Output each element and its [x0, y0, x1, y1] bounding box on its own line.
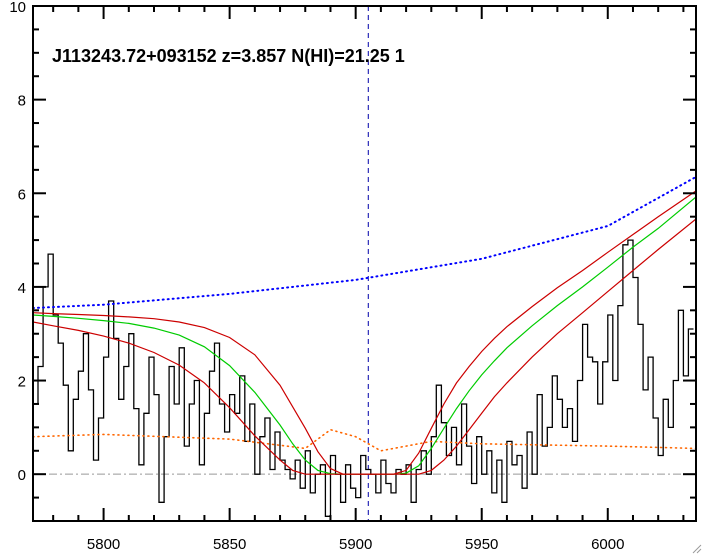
series-model-upper [33, 190, 696, 475]
resize-grip-icon[interactable] [690, 542, 702, 554]
y-tick-label: 4 [18, 280, 26, 297]
x-tick-label: 5800 [87, 536, 120, 553]
x-tick-label: 5900 [339, 536, 372, 553]
x-tick-label: 6000 [591, 536, 624, 553]
series-model-best [33, 196, 696, 475]
plot-frame [32, 5, 697, 522]
series-continuum [33, 175, 696, 309]
series-error [33, 428, 696, 452]
series-model-lower [33, 218, 696, 475]
y-tick-label: 8 [18, 93, 26, 110]
y-tick-label: 6 [18, 186, 26, 203]
axes-layer: 5800 5850 5900 5950 6000 0 2 4 6 8 10 [9, 0, 697, 553]
x-tick-label: 5950 [465, 536, 498, 553]
y-tick-label: 10 [9, 0, 26, 16]
spectrum-annotation: J113243.72+093152 z=3.857 N(HI)=21.25 1 [52, 46, 405, 66]
series-flux [33, 239, 694, 517]
series-layer [33, 6, 696, 521]
clipped-series [33, 6, 696, 521]
x-tick-label: 5850 [213, 536, 246, 553]
y-tick-label: 2 [18, 374, 26, 391]
y-tick-label: 0 [18, 467, 26, 484]
